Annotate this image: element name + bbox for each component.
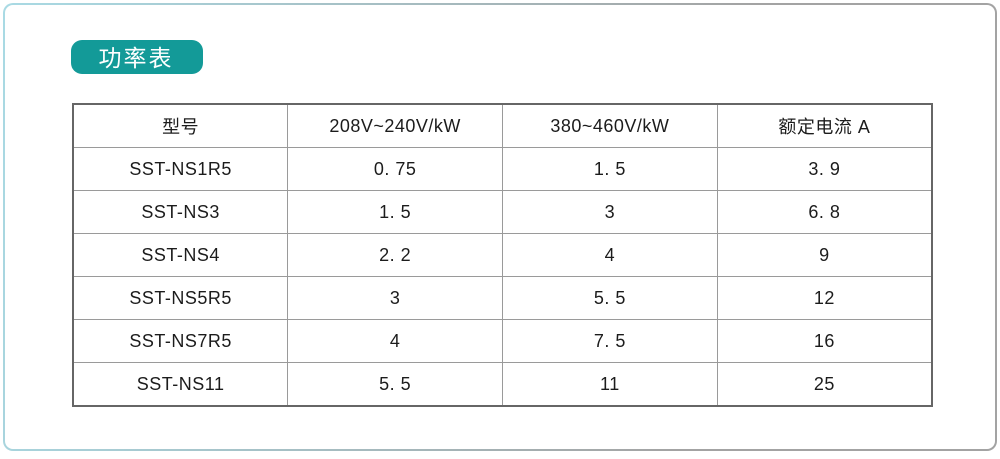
value-cell: 2. 2: [287, 233, 503, 277]
value-cell: 5. 5: [502, 276, 718, 320]
title-badge: 功率表: [71, 40, 203, 74]
value-cell: 1. 5: [287, 190, 503, 234]
model-cell: SST-NS1R5: [72, 147, 289, 191]
table-row: SST-NS5R5 3 5. 5 12: [72, 276, 933, 320]
column-header: 额定电流 A: [716, 103, 933, 148]
header-row: 型号 208V~240V/kW 380~460V/kW 额定电流 A: [72, 103, 933, 148]
value-cell: 9: [716, 233, 933, 277]
value-cell: 5. 5: [287, 362, 503, 407]
value-cell: 3. 9: [716, 147, 933, 191]
page-title: 功率表: [98, 45, 174, 71]
column-header: 型号: [72, 103, 289, 148]
value-cell: 4: [502, 233, 718, 277]
model-cell: SST-NS4: [72, 233, 289, 277]
value-cell: 7. 5: [502, 319, 718, 363]
value-cell: 0. 75: [287, 147, 503, 191]
value-cell: 4: [287, 319, 503, 363]
power-table-container: 型号 208V~240V/kW 380~460V/kW 额定电流 A SST-NS1R…: [72, 103, 933, 407]
table-body: SST-NS1R5 0. 75 1. 5 3. 9 SST-NS3 1. 5 3 6. 8 SS…: [72, 147, 933, 407]
value-cell: 6. 8: [716, 190, 933, 234]
model-cell: SST-NS11: [72, 362, 289, 407]
table-row: SST-NS3 1. 5 3 6. 8: [72, 190, 933, 234]
table-row: SST-NS1R5 0. 75 1. 5 3. 9: [72, 147, 933, 191]
power-table: 型号 208V~240V/kW 380~460V/kW 额定电流 A SST-NS1R…: [72, 103, 933, 407]
value-cell: 16: [716, 319, 933, 363]
value-cell: 1. 5: [502, 147, 718, 191]
table-row: SST-NS11 5. 5 11 25: [72, 362, 933, 407]
value-cell: 12: [716, 276, 933, 320]
model-cell: SST-NS7R5: [72, 319, 289, 363]
table-row: SST-NS7R5 4 7. 5 16: [72, 319, 933, 363]
model-cell: SST-NS3: [72, 190, 289, 234]
value-cell: 11: [502, 362, 718, 407]
model-cell: SST-NS5R5: [72, 276, 289, 320]
value-cell: 25: [716, 362, 933, 407]
value-cell: 3: [287, 276, 503, 320]
value-cell: 3: [502, 190, 718, 234]
column-header: 380~460V/kW: [502, 103, 718, 148]
column-header: 208V~240V/kW: [287, 103, 503, 148]
